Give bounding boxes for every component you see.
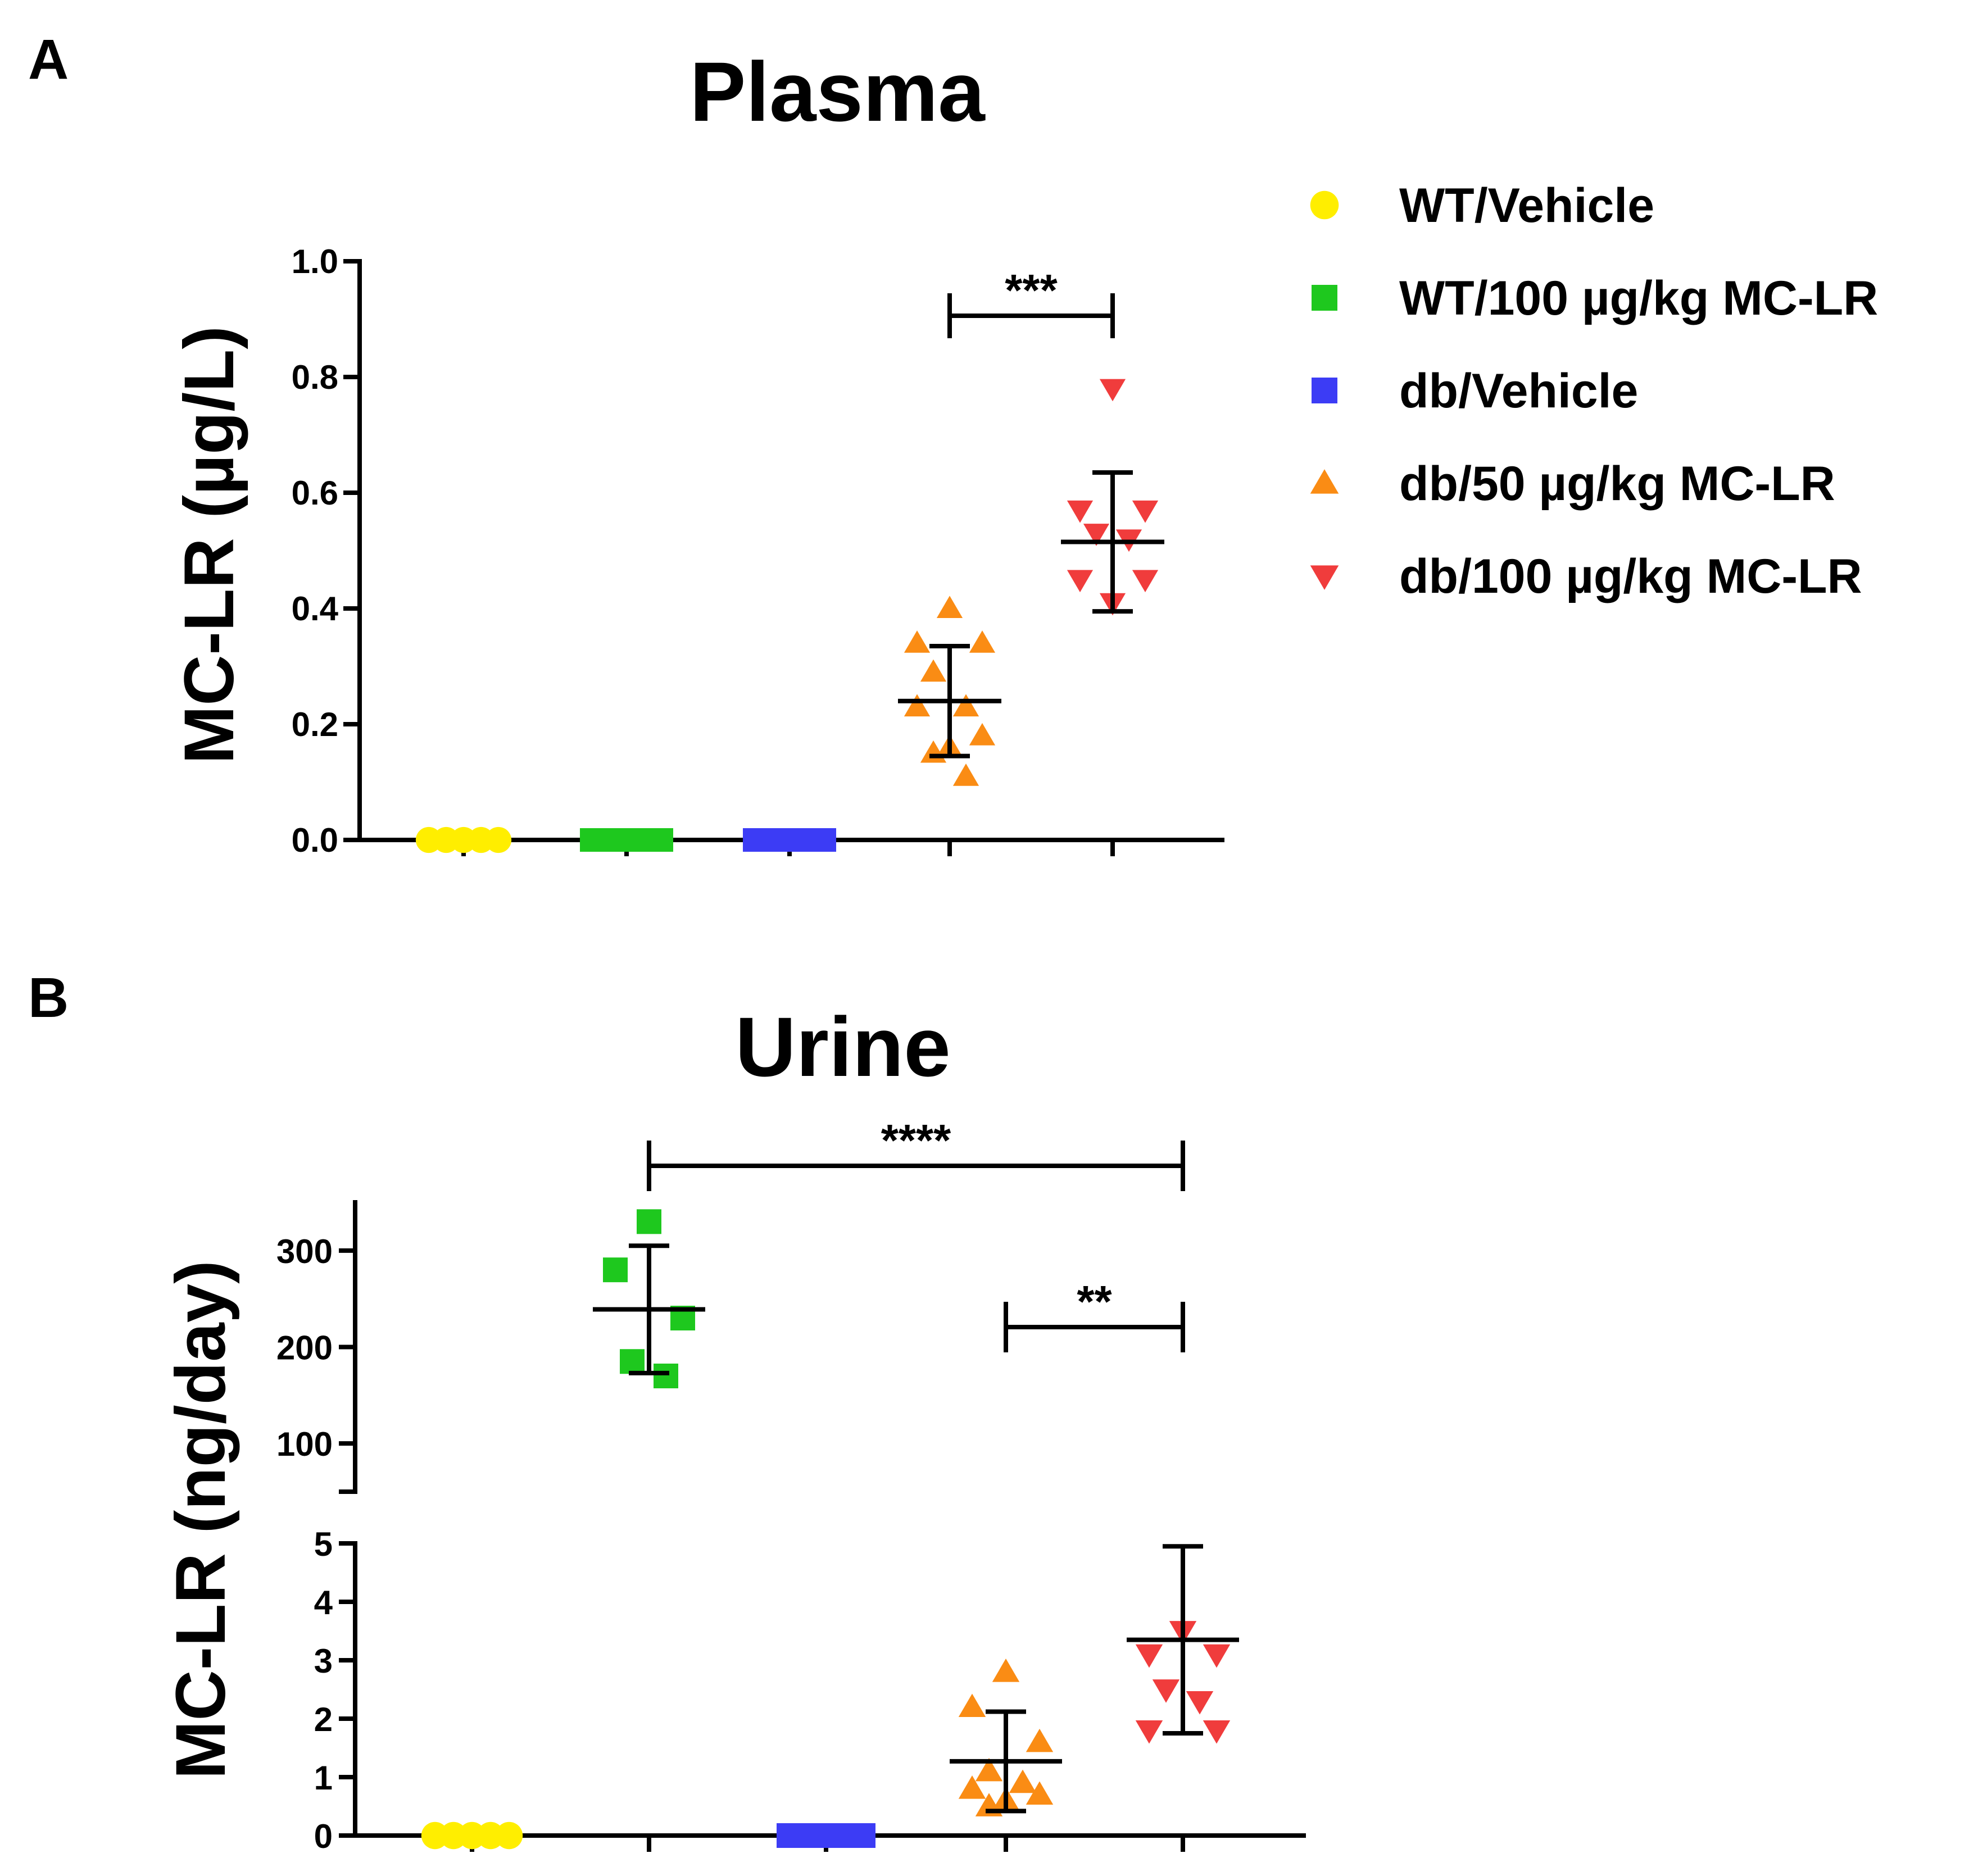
urine-y-tick-label: 1 xyxy=(314,1759,333,1797)
urine-point xyxy=(603,1257,628,1283)
plasma-y-tick-label: 0.4 xyxy=(292,590,339,628)
urine-y-tick-label: 2 xyxy=(314,1701,333,1738)
plasma-point xyxy=(1067,500,1094,523)
urine-point xyxy=(654,1364,678,1388)
plasma-point xyxy=(1099,379,1126,402)
urine-point xyxy=(620,1349,645,1374)
urine-point xyxy=(1026,1728,1054,1752)
panel-b-label: B xyxy=(28,966,69,1029)
plasma-y-tick-label: 0.8 xyxy=(292,358,338,396)
urine-point xyxy=(1026,1781,1054,1805)
urine-y-axis-label: MC-LR (ng/day) xyxy=(162,1260,240,1779)
urine-point xyxy=(958,1693,986,1718)
plasma-point xyxy=(1132,570,1159,593)
plasma-point xyxy=(969,630,996,653)
legend: WT/Vehicle WT/100 µg/kg MC-LR db/Vehicle db… xyxy=(1310,179,1878,603)
plasma-y-tick-label: 0.6 xyxy=(292,474,338,512)
plasma-point xyxy=(485,826,512,853)
plasma-title: Plasma xyxy=(689,44,986,139)
urine-significance-wide-label: **** xyxy=(881,1115,951,1165)
urine-y-tick-label: 200 xyxy=(276,1329,333,1367)
plasma-y-tick-label: 1.0 xyxy=(292,243,338,280)
urine-marks: ****** xyxy=(421,1115,1239,1850)
urine-point xyxy=(1135,1644,1163,1668)
urine-title: Urine xyxy=(735,1000,950,1094)
urine-point xyxy=(1152,1679,1180,1703)
urine-point xyxy=(958,1775,986,1799)
plasma-point xyxy=(969,723,996,746)
urine-point xyxy=(992,1659,1020,1682)
plasma-point xyxy=(650,828,673,852)
plasma-point xyxy=(952,694,979,717)
urine-point xyxy=(975,1757,1003,1782)
urine-y-tick-label: 5 xyxy=(314,1525,333,1563)
panel-a-label: A xyxy=(28,28,69,91)
urine-point xyxy=(637,1209,661,1234)
legend-marker xyxy=(1312,378,1337,403)
legend-marker xyxy=(1310,565,1339,590)
urine-y-tick-label: 0 xyxy=(314,1818,333,1855)
plasma-axes: 0.0 0.2 0.4 0.6 0.8 1.0 xyxy=(292,243,1224,859)
plasma-point xyxy=(813,828,836,852)
urine-axes: 0 1 2 3 4 5 100 200 300 xyxy=(276,1200,1306,1855)
plasma-marks: *** xyxy=(415,265,1164,853)
plasma-y-axis-label: MC-LR (µg/L) xyxy=(170,326,248,764)
plasma-point xyxy=(1083,524,1110,546)
legend-marker xyxy=(1310,190,1339,220)
legend-label: WT/100 µg/kg MC-LR xyxy=(1399,271,1878,325)
urine-point xyxy=(1135,1720,1163,1744)
urine-y-tick-label: 4 xyxy=(314,1584,333,1621)
plasma-significance-label: *** xyxy=(1005,265,1058,315)
plasma-point xyxy=(1067,570,1094,593)
urine-significance-narrow-label: ** xyxy=(1077,1277,1112,1327)
urine-y-tick-label: 100 xyxy=(276,1425,333,1463)
plasma-y-tick-label: 0.0 xyxy=(292,821,338,859)
legend-marker xyxy=(1312,285,1337,311)
urine-y-tick-label: 300 xyxy=(276,1233,333,1270)
plasma-point xyxy=(936,596,963,619)
legend-marker xyxy=(1310,469,1339,494)
urine-point xyxy=(1203,1720,1231,1744)
plasma-point xyxy=(904,630,931,653)
plasma-y-tick-label: 0.2 xyxy=(292,706,338,743)
plasma-point xyxy=(952,764,979,786)
plasma-point xyxy=(920,659,947,682)
legend-label: db/100 µg/kg MC-LR xyxy=(1399,549,1862,603)
urine-point xyxy=(495,1822,523,1850)
urine-point xyxy=(1203,1644,1231,1668)
urine-point xyxy=(851,1823,875,1848)
legend-label: db/50 µg/kg MC-LR xyxy=(1399,457,1835,511)
legend-label: WT/Vehicle xyxy=(1399,179,1654,233)
urine-point xyxy=(1009,1769,1037,1793)
urine-y-tick-label: 3 xyxy=(314,1642,333,1680)
plasma-point xyxy=(1132,500,1159,523)
urine-point xyxy=(1186,1691,1214,1715)
legend-label: db/Vehicle xyxy=(1399,364,1638,418)
plasma-point xyxy=(904,694,931,717)
